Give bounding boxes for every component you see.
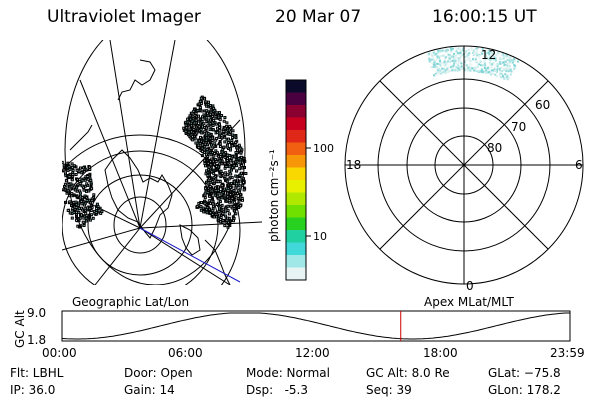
seq-info: Seq: 39	[366, 383, 412, 397]
mode-info: Mode: Normal	[246, 366, 330, 380]
meridian-line	[62, 227, 141, 251]
altitude-axis-label: GC Alt	[13, 310, 27, 348]
colorbar-segment	[286, 155, 306, 168]
mlt-label-18: 18	[346, 158, 361, 172]
meridian-line	[79, 79, 141, 229]
altitude-tick-1-8: 1.8	[27, 333, 46, 347]
color-scale-bar	[286, 80, 306, 281]
gc-alt-info: GC Alt: 8.0 Re	[366, 366, 450, 380]
geographic-caption: Geographic Lat/Lon	[72, 295, 190, 309]
ip-info: IP: 36.0	[10, 383, 56, 397]
colorbar-segment	[286, 192, 306, 206]
colorbar-segment	[286, 205, 306, 218]
glat-info: GLat: −75.8	[488, 366, 561, 380]
latitude-circle	[62, 150, 219, 285]
colorbar-segment	[286, 167, 306, 181]
altitude-curve	[61, 312, 570, 340]
mlat-label-60: 60	[535, 98, 550, 112]
colorbar-tick-100: 100	[313, 142, 334, 155]
mlt-label-0: 0	[466, 279, 474, 293]
filter-info: Flt: LBHL	[10, 366, 64, 380]
meridian-line	[94, 227, 141, 285]
colorbar-segment	[286, 217, 306, 231]
meridian-line	[62, 189, 141, 229]
meridian-line	[139, 40, 176, 229]
colorbar-tick-10: 10	[313, 230, 327, 243]
meridian-line	[109, 40, 141, 229]
colorbar-segment	[286, 80, 306, 93]
colorbar-unit-label: photon cm⁻²s⁻¹	[267, 149, 281, 242]
colorbar-segment	[286, 180, 306, 193]
satellite-track	[139, 227, 241, 283]
mlt-label-6: 6	[575, 158, 583, 172]
coastline	[204, 239, 231, 285]
colorbar-frame	[285, 79, 307, 281]
aurora-emission-right	[427, 46, 519, 81]
colorbar-segment	[286, 267, 306, 281]
mlt-label-12: 12	[481, 48, 496, 62]
time-label: 16:00:15 UT	[432, 7, 537, 27]
mlat-label-70: 70	[511, 120, 526, 134]
time-tick-2359: 23:59	[550, 346, 585, 360]
latitude-circle	[113, 196, 167, 254]
meridian-line	[139, 227, 231, 285]
apex-caption: Apex MLat/MLT	[424, 295, 514, 309]
colorbar-segment	[286, 130, 306, 143]
altitude-plot-frame	[61, 310, 571, 342]
time-tick-1200: 12:00	[295, 346, 330, 360]
colorbar-segment	[286, 142, 306, 156]
colorbar-segment	[286, 255, 306, 268]
latitude-circle	[62, 134, 241, 285]
door-info: Door: Open	[124, 366, 193, 380]
dsp-info: Dsp: -5.3	[246, 383, 309, 397]
instrument-title: Ultraviolet Imager	[47, 7, 201, 27]
mlt-line-diag	[379, 80, 549, 250]
glon-info: GLon: 178.2	[488, 383, 561, 397]
meridian-line	[139, 221, 262, 229]
altitude-tick-9: 9.0	[27, 306, 46, 320]
coastline-antarctica	[104, 149, 173, 239]
time-tick-1800: 18:00	[423, 346, 458, 360]
date-label: 20 Mar 07	[275, 7, 362, 27]
meridian-line	[139, 119, 241, 229]
time-tick-0000: 00:00	[42, 346, 77, 360]
aurora-emission-left	[62, 95, 248, 229]
colorbar-segment	[286, 105, 306, 118]
colorbar-segment	[286, 117, 306, 131]
mlat-label-80: 80	[487, 141, 502, 155]
colorbar-segment	[286, 92, 306, 106]
field-of-view-limb	[64, 40, 246, 285]
coastline	[69, 124, 93, 151]
coastline	[179, 224, 201, 256]
coastline	[117, 59, 156, 101]
colorbar-segment	[286, 230, 306, 243]
gain-info: Gain: 14	[124, 383, 175, 397]
colorbar-segment	[286, 242, 306, 256]
time-tick-0600: 06:00	[168, 346, 203, 360]
